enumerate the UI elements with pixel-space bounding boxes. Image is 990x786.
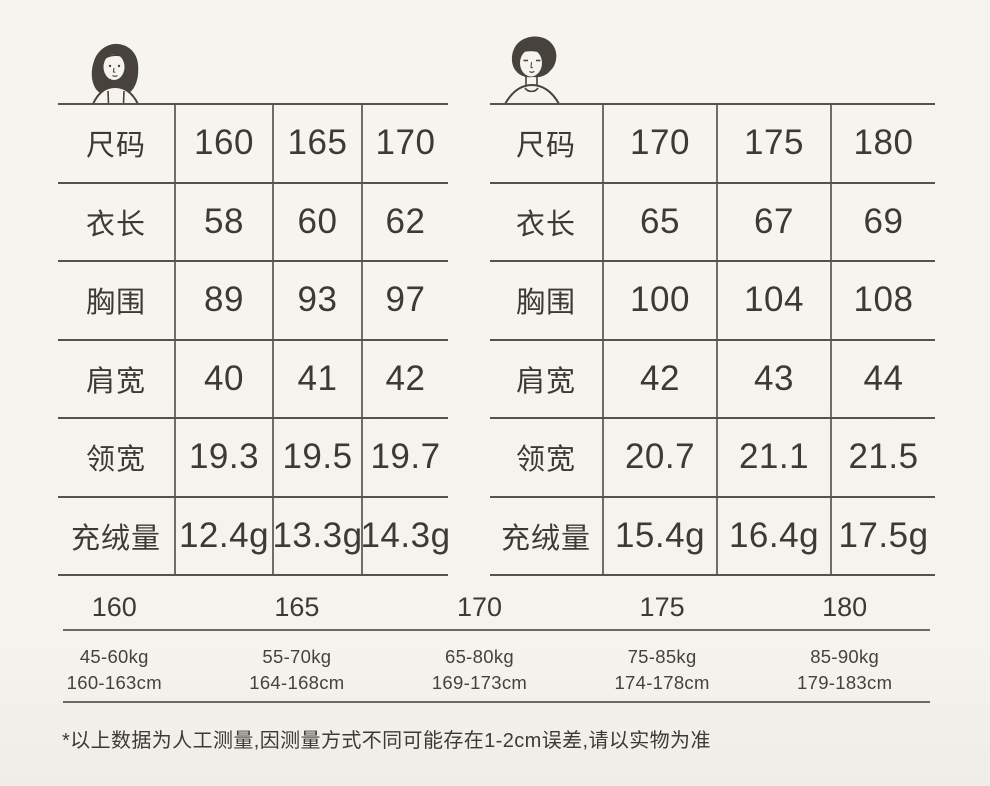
size-guide: 160 45-60kg 160-163cm 165 55-70kg 164-16… bbox=[23, 586, 936, 696]
row-label: 肩宽 bbox=[85, 365, 146, 398]
size-guide-height: 174-178cm bbox=[614, 672, 710, 693]
table-cell: 165 bbox=[272, 105, 361, 182]
size-guide-height: 169-173cm bbox=[431, 672, 528, 693]
row-label: 尺码 bbox=[85, 130, 146, 163]
table-cell: 13.3g bbox=[272, 497, 362, 574]
man-icon bbox=[494, 34, 570, 105]
table-cell: 93 bbox=[272, 262, 361, 339]
row-label: 尺码 bbox=[515, 130, 576, 163]
table-cell: 160 bbox=[174, 105, 272, 182]
men-size-table: 尺码 170 175 180 衣长 65 67 69 胸围 100 104 10… bbox=[490, 103, 935, 576]
man-collar bbox=[524, 87, 539, 93]
table-row: 胸围 100 104 108 bbox=[490, 262, 935, 341]
row-label: 衣长 bbox=[515, 208, 576, 241]
size-guide-weight: 75-85kg bbox=[627, 646, 697, 667]
table-cell: 170 bbox=[361, 105, 448, 182]
size-guide-size: 165 bbox=[274, 592, 320, 622]
table-cell: 15.4g bbox=[602, 497, 716, 574]
size-guide-column: 160 45-60kg 160-163cm bbox=[23, 586, 206, 696]
table-cell: 62 bbox=[361, 183, 448, 260]
woman-icon bbox=[80, 40, 152, 105]
row-label: 肩宽 bbox=[515, 365, 576, 398]
table-row: 充绒量 12.4g 13.3g 14.3g bbox=[58, 497, 450, 576]
size-guide-weight: 85-90kg bbox=[810, 646, 880, 667]
table-cell: 16.4g bbox=[716, 497, 830, 574]
size-guide-size: 170 bbox=[456, 592, 503, 622]
table-cell: 14.3g bbox=[360, 497, 450, 574]
size-guide-size: 180 bbox=[822, 592, 868, 622]
table-row: 胸围 89 93 97 bbox=[58, 262, 448, 341]
table-cell: 100 bbox=[602, 262, 716, 339]
table-cell: 19.7 bbox=[361, 419, 448, 496]
size-guide-weight: 45-60kg bbox=[79, 646, 149, 667]
table-cell: 41 bbox=[272, 340, 361, 417]
table-cell: 21.1 bbox=[716, 419, 830, 496]
table-cell: 97 bbox=[361, 262, 448, 339]
size-guide-column: 170 65-80kg 169-173cm bbox=[388, 586, 571, 696]
size-guide-size: 175 bbox=[639, 592, 685, 622]
table-cell: 60 bbox=[272, 183, 361, 260]
table-cell: 175 bbox=[716, 105, 830, 182]
table-row: 肩宽 40 41 42 bbox=[58, 340, 448, 419]
table-cell: 89 bbox=[174, 262, 272, 339]
row-label: 领宽 bbox=[515, 444, 576, 477]
size-guide-height: 179-183cm bbox=[797, 672, 893, 693]
table-cell: 21.5 bbox=[830, 419, 935, 496]
size-guide-height: 160-163cm bbox=[66, 672, 162, 693]
table-cell: 40 bbox=[174, 340, 272, 417]
size-guide-column: 165 55-70kg 164-168cm bbox=[206, 586, 389, 696]
size-guide-divider bbox=[63, 629, 930, 631]
table-row: 尺码 170 175 180 bbox=[490, 105, 935, 184]
table-row: 充绒量 15.4g 16.4g 17.5g bbox=[490, 497, 935, 576]
row-label: 衣长 bbox=[85, 208, 146, 241]
size-guide-weight: 55-70kg bbox=[262, 646, 332, 667]
table-cell: 170 bbox=[602, 105, 716, 182]
table-cell: 67 bbox=[716, 183, 830, 260]
size-guide-size: 160 bbox=[91, 592, 137, 622]
size-guide-column: 180 85-90kg 179-183cm bbox=[753, 586, 936, 696]
table-cell: 65 bbox=[602, 183, 716, 260]
table-cell: 43 bbox=[716, 340, 830, 417]
woman-face bbox=[103, 54, 125, 80]
size-guide-weight: 65-80kg bbox=[445, 646, 514, 667]
table-cell: 12.4g bbox=[174, 497, 272, 574]
table-row: 领宽 20.7 21.1 21.5 bbox=[490, 419, 935, 498]
row-label: 胸围 bbox=[85, 287, 146, 320]
size-guide-divider bbox=[63, 701, 930, 703]
table-cell: 104 bbox=[716, 262, 830, 339]
row-label: 领宽 bbox=[85, 444, 146, 477]
table-cell: 42 bbox=[602, 340, 716, 417]
row-label: 充绒量 bbox=[500, 522, 591, 555]
table-cell: 42 bbox=[361, 340, 448, 417]
table-cell: 19.5 bbox=[272, 419, 361, 496]
table-cell: 58 bbox=[174, 183, 272, 260]
table-row: 尺码 160 165 170 bbox=[58, 105, 448, 184]
table-cell: 108 bbox=[830, 262, 935, 339]
table-cell: 69 bbox=[830, 183, 935, 260]
size-guide-height: 164-168cm bbox=[249, 672, 345, 693]
table-cell: 44 bbox=[830, 340, 935, 417]
size-guide-column: 175 75-85kg 174-178cm bbox=[571, 586, 754, 696]
table-row: 衣长 65 67 69 bbox=[490, 183, 935, 262]
table-row: 领宽 19.3 19.5 19.7 bbox=[58, 419, 448, 498]
row-label: 充绒量 bbox=[70, 522, 161, 555]
table-row: 肩宽 42 43 44 bbox=[490, 340, 935, 419]
woman-shoulders bbox=[91, 85, 140, 105]
measurement-disclaimer: *以上数据为人工测量,因测量方式不同可能存在1-2cm误差,请以实物为准 bbox=[62, 730, 711, 752]
man-shoulders bbox=[503, 83, 561, 105]
women-size-table: 尺码 160 165 170 衣长 58 60 62 胸围 89 93 97 肩… bbox=[58, 103, 450, 576]
table-cell: 180 bbox=[830, 105, 935, 182]
table-row: 衣长 58 60 62 bbox=[58, 183, 448, 262]
table-cell: 19.3 bbox=[174, 419, 272, 496]
row-label: 胸围 bbox=[515, 287, 576, 320]
table-cell: 20.7 bbox=[602, 419, 716, 496]
table-cell: 17.5g bbox=[830, 497, 935, 574]
